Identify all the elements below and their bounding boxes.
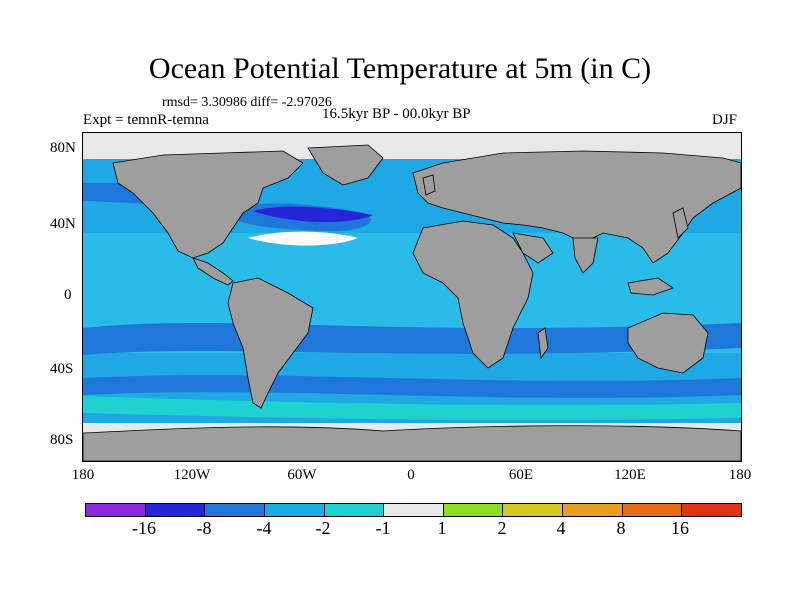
greenland <box>307 144 384 186</box>
colorbar-box-10 <box>682 504 742 516</box>
stats-text: rmsd= 3.30986 diff= -2.97026 <box>162 95 332 110</box>
colorbar <box>85 503 742 517</box>
x-tick-180e: 180 <box>728 467 752 483</box>
colorbar-label-4: -1 <box>375 518 391 538</box>
x-tick-120e: 120E <box>614 467 646 483</box>
period-label: 16.5kyr BP - 00.0kyr BP <box>322 106 471 122</box>
madagascar <box>537 327 549 360</box>
north-atlantic-white-band <box>248 231 358 246</box>
colorbar-label-2: -4 <box>256 518 272 538</box>
north-atlantic-dark <box>253 206 373 223</box>
plot-title: Ocean Potential Temperature at 5m (in C) <box>148 52 652 85</box>
southern-warm-band <box>83 396 741 421</box>
y-tick-40n: 40N <box>50 216 76 232</box>
colorbar-label-7: 4 <box>556 518 566 538</box>
colorbar-label-6: 2 <box>497 518 507 538</box>
antarctica <box>83 425 741 461</box>
southern-cold-band-2 <box>83 375 741 398</box>
x-tick-0: 0 <box>407 467 415 483</box>
indonesia <box>627 277 674 296</box>
central-america <box>192 257 234 286</box>
colorbar-label-5: 1 <box>437 518 447 538</box>
y-tick-80s: 80S <box>50 432 74 448</box>
japan <box>672 207 689 239</box>
colorbar-box-6 <box>443 504 504 516</box>
arabia <box>512 232 554 264</box>
colorbar-box-5 <box>384 504 444 516</box>
colorbar-box-2 <box>205 504 265 516</box>
experiment-label: Expt = temnR-temna <box>83 112 209 128</box>
y-tick-40s: 40S <box>50 361 74 377</box>
colorbar-box-4 <box>324 504 385 516</box>
australia <box>627 312 709 374</box>
colorbar-label-0: -16 <box>132 518 156 538</box>
colorbar-label-1: -8 <box>196 518 212 538</box>
north-america <box>112 150 304 259</box>
british-isles <box>422 174 436 196</box>
x-tick-60w: 60W <box>287 467 317 483</box>
x-tick-120w: 120W <box>173 467 211 483</box>
season-label: DJF <box>712 112 738 128</box>
y-tick-80n: 80N <box>50 140 76 156</box>
colorbar-label-9: 16 <box>671 518 689 538</box>
colorbar-box-3 <box>264 504 325 516</box>
colorbar-label-8: 8 <box>616 518 626 538</box>
colorbar-box-7 <box>503 504 564 516</box>
india <box>572 237 599 274</box>
colorbar-box-1 <box>145 504 206 516</box>
africa <box>412 220 534 369</box>
south-america <box>227 277 314 409</box>
colorbar-box-8 <box>563 504 623 516</box>
x-tick-60e: 60E <box>508 467 534 483</box>
eurasia <box>412 150 741 264</box>
colorbar-box-9 <box>622 504 683 516</box>
y-tick-0: 0 <box>64 287 72 303</box>
map-panel <box>82 132 742 462</box>
colorbar-box-0 <box>86 504 146 516</box>
x-tick-180w: 180 <box>71 467 95 483</box>
colorbar-label-3: -2 <box>315 518 331 538</box>
world-map <box>83 133 741 461</box>
